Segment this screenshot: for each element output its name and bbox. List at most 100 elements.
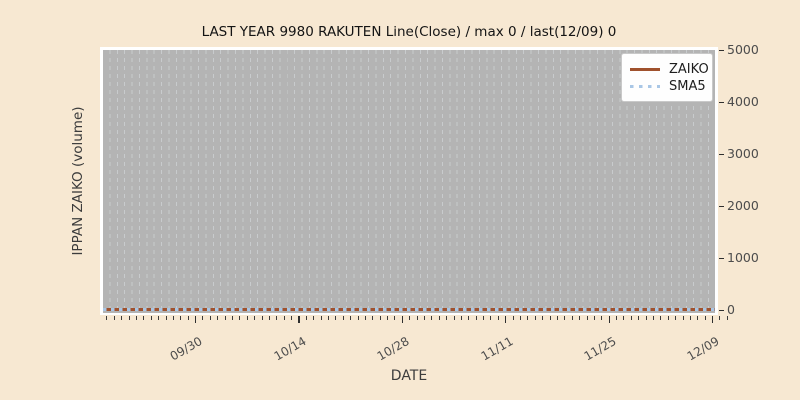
x-minor-tick [357, 316, 359, 320]
plot-area [100, 47, 718, 315]
x-minor-tick [652, 316, 654, 320]
x-minor-tick [704, 316, 706, 320]
x-minor-tick [350, 316, 352, 320]
x-minor-tick [490, 316, 492, 320]
x-tick-label: 10/14 [271, 334, 309, 364]
x-minor-tick [497, 316, 499, 320]
x-minor-tick [431, 316, 433, 320]
x-minor-tick [202, 316, 204, 320]
x-major-tick [712, 316, 714, 323]
x-tick-label: 12/09 [685, 334, 722, 364]
chart-title: LAST YEAR 9980 RAKUTEN Line(Close) / max… [201, 24, 617, 40]
x-minor-tick [460, 316, 462, 320]
y-tick [719, 205, 724, 207]
x-minor-tick [616, 316, 617, 320]
x-minor-tick [283, 316, 285, 320]
x-minor-tick [387, 316, 388, 320]
legend-label: SMA5 [669, 79, 706, 94]
y-tick-label: 1000 [727, 250, 759, 265]
x-minor-tick [630, 316, 632, 320]
x-minor-tick [379, 316, 381, 320]
x-minor-tick [113, 316, 115, 320]
x-minor-tick [534, 316, 536, 320]
x-minor-tick [231, 316, 233, 320]
x-minor-tick [327, 316, 329, 320]
x-minor-tick [239, 316, 241, 320]
x-minor-tick [409, 316, 411, 320]
zaiko-line-swatch-icon [630, 68, 660, 71]
y-tick-label: 0 [727, 302, 735, 317]
x-minor-tick [520, 316, 521, 320]
x-minor-tick [268, 316, 270, 320]
x-minor-tick [667, 316, 669, 320]
x-minor-tick [660, 316, 662, 320]
x-minor-tick [571, 316, 573, 320]
x-minor-tick [394, 316, 396, 320]
x-tick-label: 11/25 [581, 334, 619, 364]
x-minor-tick [150, 316, 152, 320]
y-tick-label: 2000 [727, 198, 759, 213]
legend-item-zaiko: ZAIKO [630, 61, 709, 78]
x-minor-tick [143, 316, 145, 320]
x-minor-tick [446, 316, 448, 320]
x-minor-tick [209, 316, 211, 320]
x-minor-tick [453, 316, 455, 320]
x-minor-tick [438, 316, 440, 320]
y-tick [719, 309, 724, 311]
y-tick [719, 101, 724, 103]
x-minor-tick [313, 316, 315, 320]
x-minor-tick [623, 316, 625, 320]
x-minor-tick [291, 316, 292, 320]
x-minor-tick [586, 316, 588, 320]
y-tick-label: 5000 [727, 42, 759, 57]
x-minor-tick [187, 316, 189, 320]
x-minor-tick [689, 316, 691, 320]
x-minor-tick [121, 316, 123, 320]
x-tick-label: 09/30 [168, 334, 205, 364]
x-major-tick [505, 316, 507, 323]
x-minor-tick [276, 316, 278, 320]
x-minor-tick [305, 316, 307, 320]
plot-fill-with-gridlines [103, 50, 715, 313]
y-axis-label: IPPAN ZAIKO (volume) [70, 106, 86, 256]
x-minor-tick [483, 316, 485, 320]
x-minor-tick [579, 316, 581, 320]
sma5-series-line [103, 308, 715, 311]
x-minor-tick [372, 316, 374, 320]
x-minor-tick [158, 316, 160, 320]
legend-label: ZAIKO [669, 62, 709, 77]
x-minor-tick [180, 316, 182, 320]
x-minor-tick [527, 316, 529, 320]
x-minor-tick [675, 316, 677, 320]
x-minor-tick [135, 316, 137, 320]
x-tick-label: 10/28 [374, 334, 412, 364]
x-minor-tick [165, 316, 167, 320]
x-minor-tick [128, 316, 130, 320]
x-minor-tick [719, 316, 721, 320]
y-tick [719, 153, 724, 155]
x-minor-tick [342, 316, 344, 320]
x-minor-tick [556, 316, 558, 320]
x-minor-tick [564, 316, 566, 320]
x-minor-tick [217, 316, 219, 320]
sma5-dotted-swatch-icon [630, 85, 660, 88]
x-minor-tick [601, 316, 603, 320]
x-minor-tick [726, 316, 728, 320]
y-tick-label: 3000 [727, 146, 759, 161]
x-major-tick [608, 316, 610, 323]
legend: ZAIKO SMA5 [621, 53, 713, 102]
x-minor-tick [416, 316, 418, 320]
x-minor-tick [254, 316, 256, 320]
x-minor-tick [424, 316, 425, 320]
x-minor-tick [697, 316, 699, 320]
x-minor-tick [106, 316, 108, 320]
y-tick [719, 257, 724, 259]
x-minor-tick [335, 316, 337, 320]
x-minor-tick [320, 316, 322, 320]
x-tick-label: 11/11 [478, 334, 516, 364]
x-minor-tick [475, 316, 477, 320]
x-minor-tick [593, 316, 595, 320]
x-minor-tick [364, 316, 366, 320]
y-tick [719, 49, 724, 51]
